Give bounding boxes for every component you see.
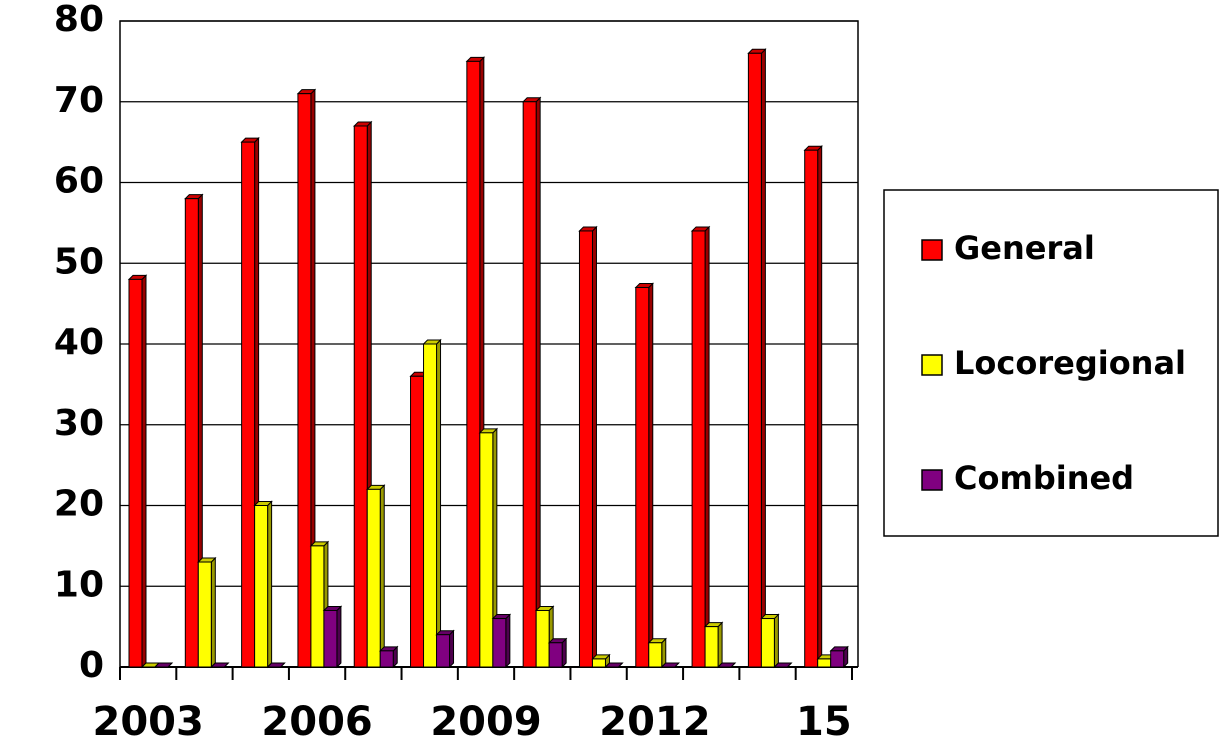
bar	[128, 278, 143, 668]
bar	[648, 642, 663, 668]
y-tick-label: 30	[54, 403, 104, 444]
bar	[241, 141, 256, 668]
bar	[323, 609, 338, 668]
bar-top	[660, 662, 680, 668]
bar-side	[535, 96, 541, 669]
bar-side	[561, 637, 567, 669]
bar	[535, 609, 550, 668]
legend-swatch	[921, 469, 943, 491]
bar-side	[336, 605, 342, 669]
y-tick-label: 60	[54, 161, 104, 202]
bar	[366, 488, 381, 668]
x-tick-label: 2012	[599, 699, 710, 745]
bar	[197, 561, 212, 668]
bar	[410, 375, 425, 668]
bar	[297, 93, 312, 668]
y-tick-label: 40	[54, 322, 104, 363]
bar	[591, 658, 606, 668]
y-tick-label: 10	[54, 564, 104, 605]
bar	[817, 658, 832, 668]
bar	[635, 286, 650, 668]
legend-label: Combined	[954, 459, 1134, 497]
bar-side	[141, 274, 147, 669]
legend-swatch	[921, 354, 943, 376]
legend-label: Locoregional	[954, 344, 1186, 382]
bar	[830, 650, 845, 668]
x-tick-label: 2006	[261, 699, 372, 745]
bar-top	[716, 662, 737, 668]
bar	[310, 545, 325, 668]
bar	[184, 198, 199, 668]
bar-side	[773, 613, 779, 669]
bar	[479, 432, 494, 668]
bar	[492, 618, 507, 668]
x-tick-label: 15	[796, 699, 852, 745]
y-tick-label: 70	[54, 80, 104, 121]
x-tick-label: 2009	[430, 699, 541, 745]
bar	[747, 52, 762, 668]
bar	[578, 230, 593, 668]
bar	[804, 149, 819, 668]
bar	[760, 618, 775, 668]
bar-top	[604, 662, 624, 668]
bar-side	[704, 225, 710, 669]
bar-side	[717, 621, 723, 669]
bar	[704, 626, 719, 668]
y-tick-label: 0	[79, 645, 104, 686]
bar	[436, 634, 451, 668]
legend-label: General	[954, 229, 1095, 267]
bar-side	[267, 500, 273, 669]
bar-side	[505, 613, 511, 669]
bar-side	[449, 629, 455, 669]
bar	[254, 505, 269, 668]
y-tick-label: 50	[54, 241, 104, 282]
bar	[353, 125, 368, 668]
bar-side	[661, 637, 667, 669]
bar-top	[210, 662, 230, 668]
bar-side	[210, 556, 216, 669]
bar	[379, 650, 394, 668]
y-tick-label: 80	[54, 0, 104, 40]
bar	[548, 642, 563, 668]
bar-top	[773, 662, 793, 668]
x-tick-label: 2003	[92, 699, 203, 745]
bar-top	[266, 662, 286, 668]
bar-side	[591, 225, 597, 669]
plot-frame	[119, 20, 859, 667]
bar-side	[760, 48, 766, 669]
bar	[466, 60, 481, 668]
bar	[423, 343, 438, 668]
legend-swatch	[921, 239, 943, 261]
bar	[522, 101, 537, 668]
bar-side	[379, 484, 385, 669]
bar-side	[648, 282, 654, 669]
bar-side	[436, 338, 442, 669]
bar-side	[817, 144, 823, 669]
y-tick-label: 20	[54, 484, 104, 525]
bar-top	[153, 662, 174, 668]
bar	[691, 230, 706, 668]
